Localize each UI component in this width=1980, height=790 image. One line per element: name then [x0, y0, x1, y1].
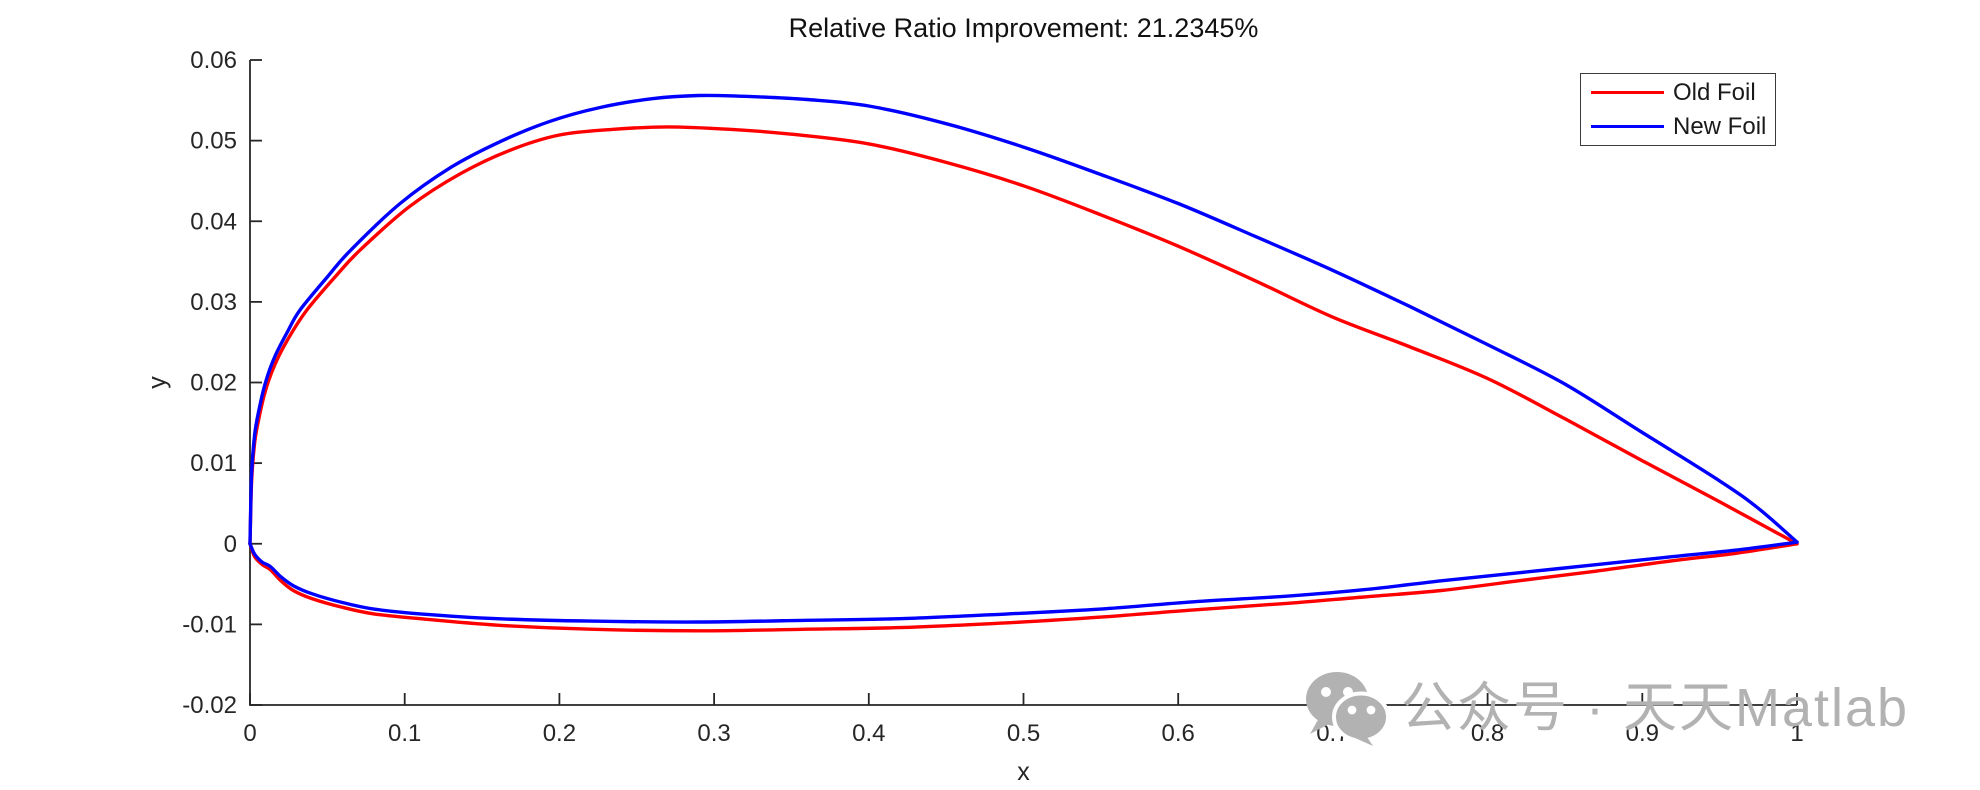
svg-text:-0.02: -0.02 — [182, 692, 237, 719]
svg-text:0.9: 0.9 — [1626, 720, 1659, 747]
old-foil-line-swatch — [1591, 90, 1664, 95]
chart-title: Relative Ratio Improvement: 21.2345% — [788, 13, 1259, 43]
svg-text:0.01: 0.01 — [190, 450, 237, 477]
svg-text:0.05: 0.05 — [190, 128, 237, 155]
svg-text:0.2: 0.2 — [543, 720, 576, 747]
y-axis-label: y — [143, 376, 172, 389]
legend-item-new-foil: New Foil — [1581, 112, 1775, 140]
x-axis-label: x — [1017, 758, 1030, 786]
svg-text:0.1: 0.1 — [388, 720, 421, 747]
svg-text:-0.01: -0.01 — [182, 611, 237, 638]
svg-text:0.06: 0.06 — [190, 47, 237, 74]
legend-label: New Foil — [1673, 112, 1767, 140]
svg-text:0.3: 0.3 — [697, 720, 730, 747]
svg-text:0.02: 0.02 — [190, 370, 237, 397]
legend-box: Old Foil New Foil — [1580, 73, 1776, 146]
svg-text:0: 0 — [243, 720, 256, 747]
legend-label: Old Foil — [1673, 78, 1756, 106]
svg-text:1: 1 — [1790, 720, 1803, 747]
svg-text:0.8: 0.8 — [1471, 720, 1504, 747]
svg-text:0: 0 — [224, 531, 237, 558]
new-foil-line-swatch — [1591, 124, 1664, 129]
legend-item-old-foil: Old Foil — [1581, 78, 1775, 106]
svg-text:0.5: 0.5 — [1007, 720, 1040, 747]
svg-text:0.4: 0.4 — [852, 720, 885, 747]
svg-text:0.03: 0.03 — [190, 289, 237, 316]
svg-text:0.7: 0.7 — [1316, 720, 1349, 747]
svg-text:0.04: 0.04 — [190, 208, 237, 235]
svg-text:0.6: 0.6 — [1162, 720, 1195, 747]
